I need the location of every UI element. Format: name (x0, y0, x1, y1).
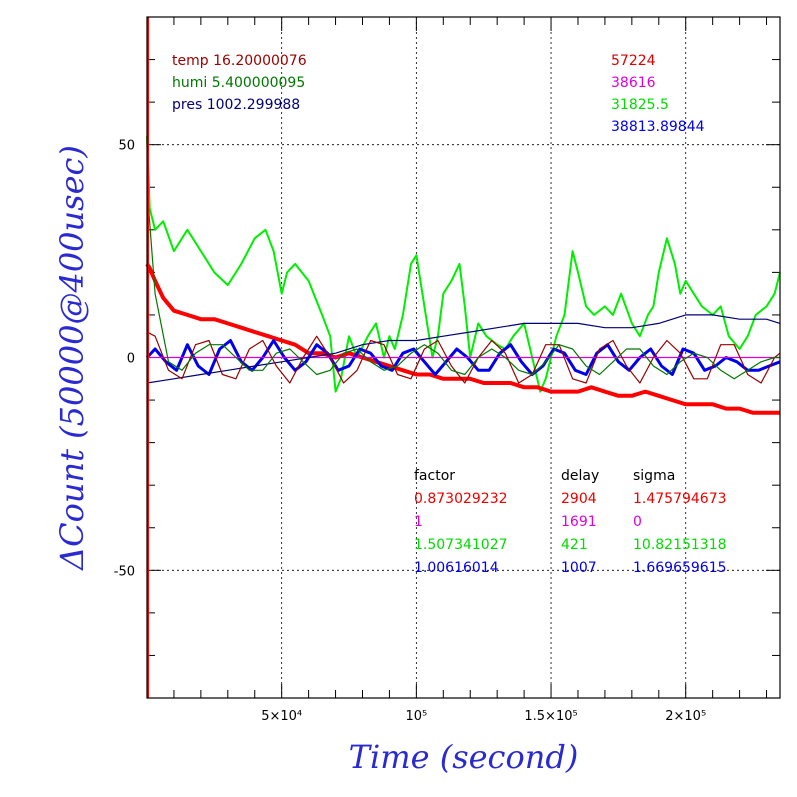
table-cell-delay: 1691 (561, 514, 597, 530)
series-line-0 (146, 136, 781, 393)
plot-frame (146, 16, 781, 699)
series-line-6 (146, 187, 780, 380)
env-label: humi 5.400000095 (172, 75, 305, 91)
table-cell-delay: 2904 (561, 491, 597, 507)
table-cell-sigma: 1.669659615 (633, 560, 727, 576)
table-cell-sigma: 10.82151318 (633, 537, 727, 553)
series-line-1 (145, 262, 780, 415)
table-cell-factor: 0.873029232 (414, 491, 508, 507)
x-tick-label: 2×10⁵ (665, 709, 706, 724)
fit-table: factor delay sigma 0.873029232 2904 1.4757946… (414, 468, 727, 576)
counts-legend: 57224 38616 31825.5 38813.89844 (611, 53, 705, 135)
count-label: 38616 (611, 75, 656, 91)
count-label: 31825.5 (611, 97, 669, 113)
x-tick-label: 5×10⁴ (261, 709, 302, 724)
table-cell-delay: 1007 (561, 560, 597, 576)
count-label: 38813.89844 (611, 119, 705, 135)
series-line-5 (146, 331, 781, 384)
series-line-2 (145, 339, 781, 376)
table-cell-delay: 421 (561, 537, 588, 553)
count-label: 57224 (611, 53, 656, 69)
axis-ticks (147, 17, 780, 698)
env-label: temp 16.20000076 (172, 53, 307, 69)
table-cell-factor: 1 (414, 514, 423, 530)
table-cell-sigma: 0 (633, 514, 642, 530)
x-axis-title: Time (second) (349, 738, 579, 776)
y-tick-label: 50 (118, 139, 135, 154)
env-legend: temp 16.20000076 humi 5.400000095 pres 100… (172, 53, 307, 113)
table-header: sigma (633, 468, 675, 484)
table-header: delay (561, 468, 599, 484)
y-tick-label: 0 (127, 352, 135, 367)
tick-labels: 5×10⁴ 10⁵ 1.5×10⁵ 2×10⁵ 50 0 -50 (114, 139, 706, 724)
y-tick-label: -50 (114, 564, 135, 579)
env-label: pres 1002.299988 (172, 97, 300, 113)
table-header: factor (414, 468, 455, 484)
table-cell-factor: 1.00616014 (414, 560, 499, 576)
x-tick-label: 1.5×10⁵ (524, 709, 577, 724)
series-group (145, 17, 781, 698)
table-cell-factor: 1.507341027 (414, 537, 508, 553)
table-cell-sigma: 1.475794673 (633, 491, 727, 507)
y-axis-title: ΔCount (50000@400usec) (53, 145, 91, 572)
x-tick-label: 10⁵ (405, 709, 427, 724)
series-line-4 (146, 314, 781, 384)
